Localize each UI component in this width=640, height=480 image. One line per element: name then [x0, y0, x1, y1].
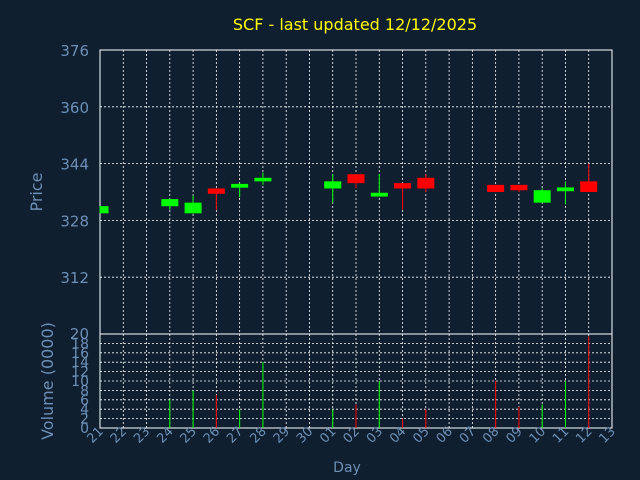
candle-body	[347, 174, 365, 184]
price-tick-label: 328	[60, 212, 89, 230]
day-axis: 21 22 23 24 25 26 27 28 29 30 01 02 03 04 05 06 07 08 09 10…	[85, 424, 619, 446]
candle	[231, 183, 249, 198]
candle-body	[254, 177, 272, 182]
candle	[370, 174, 388, 197]
candle-body	[370, 192, 388, 197]
candle	[417, 174, 435, 192]
candle	[510, 184, 528, 192]
candle	[487, 184, 505, 192]
candle-body	[556, 187, 574, 192]
day-axis-label: Day	[333, 460, 361, 476]
candle	[161, 199, 179, 210]
price-axis-label: Price	[27, 172, 46, 211]
volume-tick-label: 14	[71, 355, 89, 371]
candle-body	[580, 181, 598, 192]
volume-tick-label: 0	[80, 421, 89, 437]
volume-tick-label: 16	[71, 346, 89, 362]
price-tick-label: 360	[60, 99, 89, 117]
candle-body	[161, 199, 179, 207]
candle-body	[100, 206, 109, 214]
candle-body	[533, 190, 551, 203]
candle-body	[487, 184, 505, 192]
price-tick-label: 344	[60, 156, 89, 174]
volume-tick-label: 12	[71, 365, 89, 381]
price-tick-label: 376	[60, 42, 89, 60]
candle-body	[510, 184, 528, 191]
candle-body	[231, 183, 249, 188]
price-panel: 376 360 344 328 312	[60, 42, 613, 335]
volume-axis-label: Volume (0000)	[38, 322, 57, 440]
candle-body	[394, 183, 412, 189]
candle	[347, 174, 365, 189]
volume-tick-label: 2	[80, 412, 89, 428]
volume-tick-label: 18	[71, 336, 89, 352]
candle	[99, 206, 109, 214]
candle-body	[417, 177, 435, 189]
candle	[556, 181, 574, 205]
candle	[394, 183, 412, 210]
candle	[184, 195, 202, 214]
volume-tick-label: 20	[70, 325, 89, 343]
candle	[533, 188, 551, 203]
candle	[324, 174, 342, 203]
candle	[254, 172, 272, 185]
candle	[580, 163, 598, 192]
volume-tick-label: 8	[80, 383, 89, 399]
candle	[207, 188, 225, 210]
candle-body	[184, 202, 202, 214]
chart-title: SCF - last updated 12/12/2025	[233, 15, 477, 34]
candle-body	[324, 181, 342, 189]
volume-tick-label: 4	[80, 402, 89, 418]
volume-tick-label: 10	[71, 374, 89, 390]
volume-tick-label: 6	[80, 393, 89, 409]
candle-body	[207, 188, 225, 194]
price-tick-label: 312	[60, 269, 89, 287]
